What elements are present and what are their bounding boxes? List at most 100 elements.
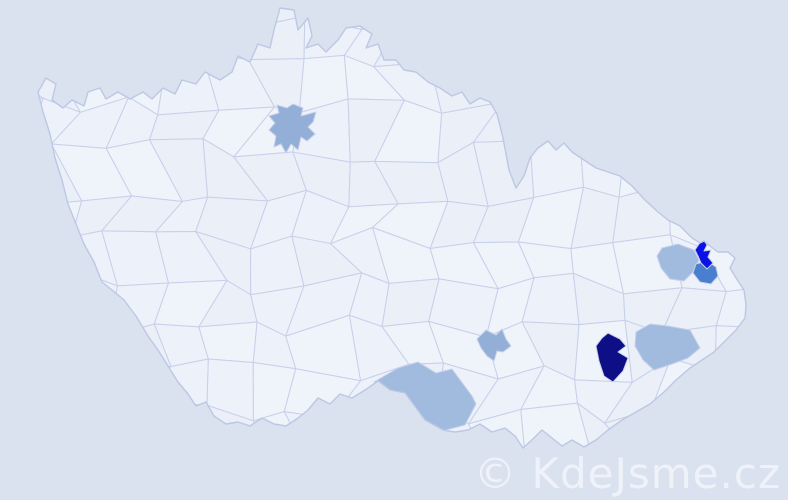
district-cell [670, 95, 736, 153]
district-cell [526, 13, 595, 73]
district-cell [753, 0, 788, 29]
district-cell [0, 412, 25, 467]
district-cell [0, 447, 25, 500]
district-cell [38, 8, 79, 26]
district-cell [38, 59, 44, 109]
district-cell [283, 411, 353, 448]
district-cell [755, 361, 788, 416]
district-cell [469, 13, 541, 74]
district-cell [609, 8, 665, 69]
district-cell [650, 405, 710, 448]
district-cell [566, 450, 627, 500]
district-cell [762, 447, 788, 500]
district-cell [557, 67, 625, 114]
district-cell [350, 451, 391, 500]
district-cell [715, 286, 746, 328]
district-cell [699, 469, 767, 500]
district-cell [700, 185, 746, 248]
district-cell [156, 8, 225, 17]
district-cell [163, 8, 225, 73]
district-cell [192, 447, 273, 448]
district-cell [38, 236, 80, 294]
district-cell [698, 405, 746, 448]
district-cell [749, 327, 788, 367]
district-cell [667, 140, 721, 199]
district-cell [38, 22, 79, 71]
district-cell [38, 200, 83, 240]
district-karvina[interactable] [694, 238, 714, 270]
district-cell [0, 239, 27, 294]
district-cell [38, 446, 92, 448]
district-cell [558, 8, 622, 29]
district-cell [107, 8, 175, 18]
district-cell [617, 450, 684, 500]
country-outline [37, 7, 747, 449]
district-cell [74, 8, 130, 26]
district-cell [755, 413, 788, 471]
district-praha[interactable] [268, 103, 317, 154]
district-cell [201, 8, 251, 61]
district-cell [512, 8, 595, 22]
district-opava[interactable] [656, 243, 700, 282]
district-cell [705, 8, 746, 27]
district-zlin[interactable] [595, 332, 629, 383]
district-cell [154, 465, 210, 500]
district-cell [698, 366, 746, 414]
district-cell [557, 20, 622, 69]
district-cell [64, 489, 114, 500]
district-cell [653, 496, 724, 500]
district-cell [577, 402, 629, 448]
district-cell [419, 490, 480, 500]
district-cell [609, 58, 675, 120]
district-cell [623, 112, 675, 147]
district-cell [96, 15, 175, 73]
district-cell [0, 367, 21, 416]
district-cell [38, 365, 87, 427]
district-cell [711, 95, 746, 155]
district-cell [38, 415, 92, 448]
district-cell [198, 321, 258, 364]
district-cell [383, 490, 445, 500]
district-cell [157, 52, 220, 116]
district-cell [0, 20, 20, 70]
district-cell [754, 26, 788, 74]
district-cell [520, 402, 595, 448]
district-cell [0, 318, 21, 370]
district-cell [109, 446, 180, 448]
district-cell [419, 453, 483, 500]
district-cell [521, 492, 572, 500]
district-cell [38, 317, 87, 370]
district-brno-mesto[interactable] [476, 328, 512, 362]
district-cell [63, 319, 132, 370]
district-cell [429, 8, 494, 74]
district-cell [38, 271, 80, 321]
district-cell [63, 446, 114, 448]
district-cell [749, 281, 788, 336]
district-cell [525, 67, 595, 113]
district-cell [525, 109, 595, 143]
district-cell [0, 286, 25, 324]
district-cell [474, 453, 527, 500]
district-cell [109, 400, 180, 448]
district-cell [383, 462, 443, 500]
district-cell [743, 185, 746, 235]
district-vsetin[interactable] [634, 323, 701, 371]
district-cell [74, 423, 114, 448]
district-cell [52, 16, 130, 73]
district-cell [143, 400, 212, 448]
district-cell [0, 0, 26, 23]
district-cell [711, 72, 746, 102]
district-cell [618, 140, 672, 198]
district-cell [649, 58, 736, 120]
district-cell [579, 109, 625, 147]
district-cell [521, 464, 593, 498]
district-cell [566, 492, 621, 500]
district-cell [653, 453, 710, 500]
district-cell [330, 416, 392, 448]
district-cell [143, 358, 209, 406]
district-cell [109, 366, 172, 425]
district-cell [699, 496, 766, 500]
district-cell [751, 101, 788, 153]
